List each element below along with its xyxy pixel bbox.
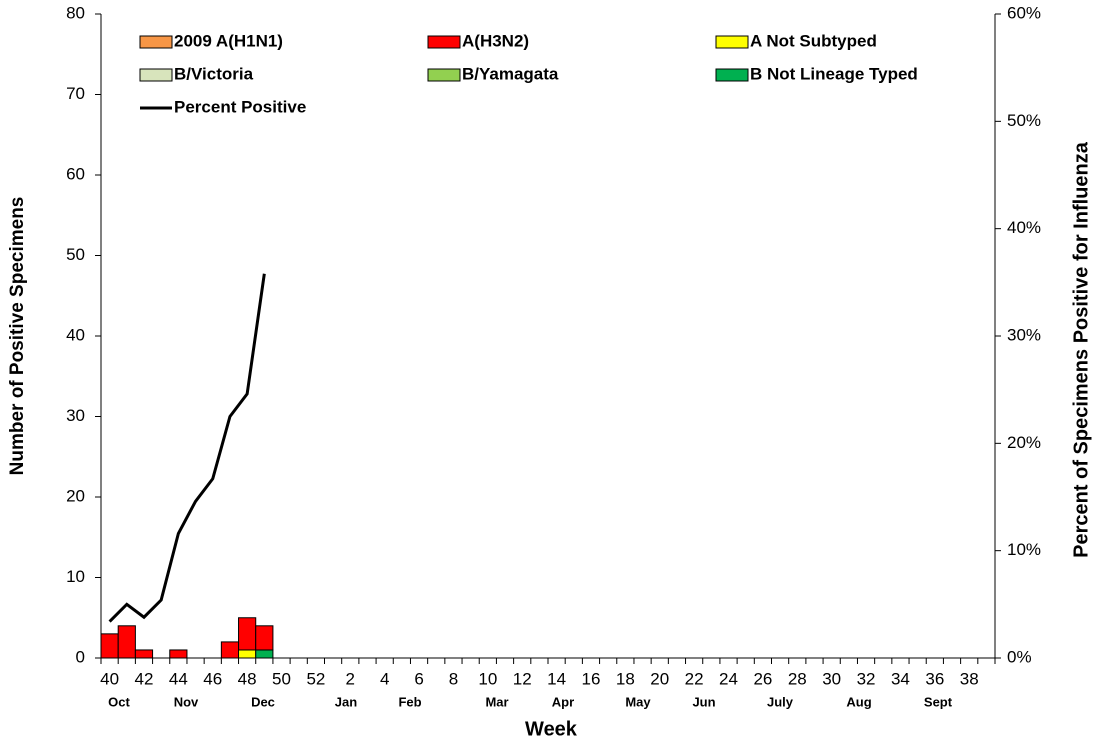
x-tick-label: 18	[616, 669, 635, 688]
month-label: Feb	[398, 694, 421, 709]
y2-tick-label: 30%	[1007, 325, 1041, 344]
legend-swatch	[427, 68, 461, 82]
y2-tick-label: 60%	[1007, 3, 1041, 22]
x-tick-label: 36	[925, 669, 944, 688]
x-tick-label: 50	[272, 669, 291, 688]
bar-segment	[134, 649, 154, 659]
month-label: Nov	[174, 694, 199, 709]
x-tick-label: 16	[582, 669, 601, 688]
legend-swatch	[139, 35, 173, 49]
x-tick-label: 10	[478, 669, 497, 688]
y2-tick-label: 0%	[1007, 647, 1032, 666]
y-tick-label: 50	[66, 245, 85, 264]
y-tick-label: 60	[66, 164, 85, 183]
x-tick-label: 24	[719, 669, 738, 688]
legend-label: B Not Lineage Typed	[750, 64, 918, 83]
x-tick-label: 6	[414, 669, 423, 688]
bar-segment	[255, 649, 274, 659]
bar-segment	[169, 649, 188, 659]
y-tick-label: 70	[66, 84, 85, 103]
y2-tick-label: 40%	[1007, 218, 1041, 237]
legend-swatch	[715, 68, 749, 82]
x-tick-label: 34	[891, 669, 910, 688]
y-tick-label: 20	[66, 486, 85, 505]
month-label: July	[767, 694, 794, 709]
legend-swatch	[715, 35, 749, 49]
y2-tick-label: 10%	[1007, 540, 1041, 559]
x-tick-label: 30	[822, 669, 841, 688]
legend-swatch	[427, 35, 461, 49]
x-tick-label: 26	[753, 669, 772, 688]
legend-label: Percent Positive	[174, 97, 306, 116]
y-tick-label: 0	[76, 647, 85, 666]
month-label: Oct	[108, 694, 130, 709]
x-tick-label: 8	[449, 669, 458, 688]
x-tick-label: 32	[857, 669, 876, 688]
x-tick-label: 48	[238, 669, 257, 688]
bar-segment	[255, 625, 274, 651]
month-label: Dec	[251, 694, 275, 709]
y2-tick-label: 20%	[1007, 433, 1041, 452]
bar-segment	[220, 641, 240, 659]
percent-line	[108, 273, 266, 623]
x-tick-label: 38	[960, 669, 979, 688]
x-tick-label: 4	[380, 669, 389, 688]
month-label: Apr	[552, 694, 574, 709]
legend-swatch	[139, 68, 173, 82]
x-tick-label: 12	[513, 669, 532, 688]
y-tick-label: 80	[66, 3, 85, 22]
legend-label: A Not Subtyped	[750, 31, 877, 50]
legend-label: B/Yamagata	[462, 64, 559, 83]
y-tick-label: 10	[66, 567, 85, 586]
month-label: Sept	[924, 694, 953, 709]
month-label: Aug	[846, 694, 871, 709]
y2-tick-label: 50%	[1007, 111, 1041, 130]
y-tick-label: 30	[66, 406, 85, 425]
x-tick-label: 40	[100, 669, 119, 688]
y-tick-label: 40	[66, 325, 85, 344]
x-tick-label: 28	[788, 669, 807, 688]
legend-label: A(H3N2)	[462, 31, 529, 50]
bar-segment	[238, 649, 257, 659]
x-tick-label: 52	[306, 669, 325, 688]
x-tick-label: 14	[547, 669, 566, 688]
x-tick-label: 42	[135, 669, 154, 688]
month-label: Jun	[692, 694, 715, 709]
bar-segment	[117, 625, 136, 659]
x-tick-label: 20	[650, 669, 669, 688]
month-label: May	[625, 694, 651, 709]
x-tick-label: 46	[203, 669, 222, 688]
bar-segment	[100, 633, 119, 659]
bar-segment	[238, 617, 257, 651]
legend-label: 2009 A(H1N1)	[174, 31, 283, 50]
x-tick-label: 2	[346, 669, 355, 688]
x-axis-label: Week	[525, 718, 578, 740]
x-tick-label: 22	[685, 669, 704, 688]
y2-axis-label: Percent of Specimens Positive for Influe…	[1070, 141, 1092, 558]
y-axis-label: Number of Positive Specimens	[7, 197, 28, 476]
x-tick-label: 44	[169, 669, 188, 688]
month-label: Jan	[335, 694, 357, 709]
legend-label: B/Victoria	[174, 64, 254, 83]
month-label: Mar	[485, 694, 508, 709]
